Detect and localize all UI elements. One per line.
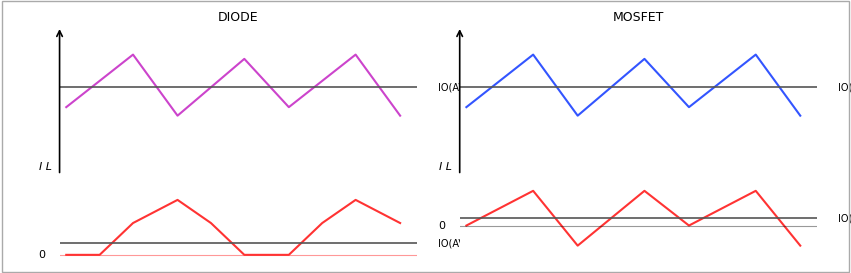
Text: DIODE: DIODE [218,11,259,24]
Text: IO(AVG): IO(AVG) [838,82,851,92]
Text: IO(AVG): IO(AVG) [438,82,477,92]
Text: IO(AVG): IO(AVG) [838,213,851,223]
Text: 0: 0 [38,250,45,260]
Text: 0: 0 [438,221,445,230]
Text: IO(AVG): IO(AVG) [438,238,477,248]
Text: I L: I L [439,162,452,172]
Text: MOSFET: MOSFET [613,11,664,24]
Text: I L: I L [39,162,52,172]
